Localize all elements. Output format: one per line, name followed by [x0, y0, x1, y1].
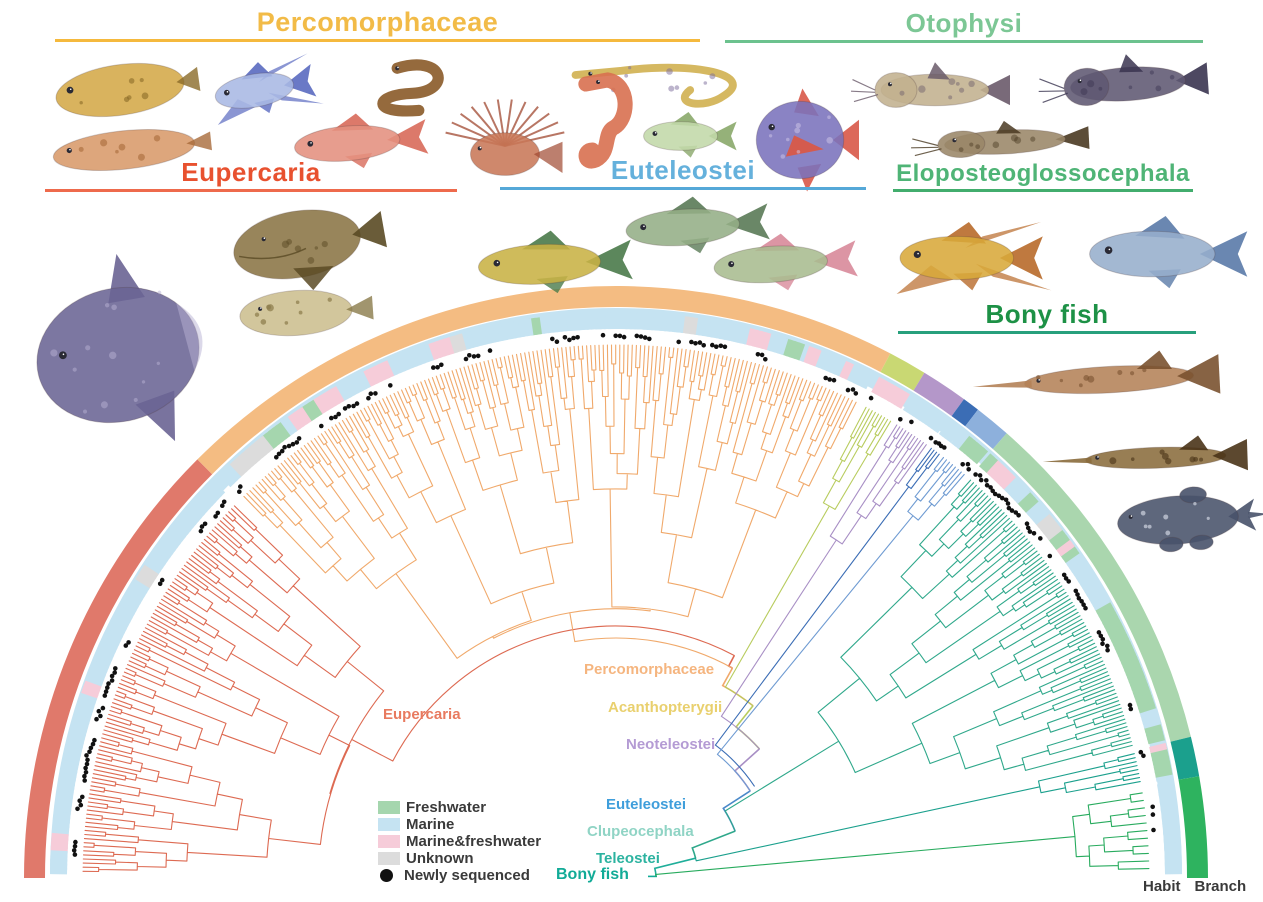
fish-alfonsino: [294, 113, 429, 169]
clade-euteleostei: [716, 456, 965, 792]
tree-label-teleostei: Teleostei: [596, 850, 660, 867]
fish-tonguefish: [52, 129, 213, 171]
fish-golden-arowana: [896, 222, 1052, 294]
fish-opah: [755, 88, 859, 192]
clade-neoteleostei-basal: [720, 424, 927, 750]
branch-ring-segment-acanthopterygii-basal: [880, 353, 925, 391]
tree-label-bony-fish: Bony fish: [556, 866, 629, 883]
fish-dark-catfish: [1038, 54, 1209, 107]
branch-ring-segment-bony-fish-basal: [1178, 776, 1208, 878]
fish-ocean-sunfish: [36, 253, 203, 442]
fish-golden-trout: [477, 230, 633, 294]
fish-mooneye: [1089, 216, 1248, 289]
branch-ring-caption: Branch: [1194, 878, 1247, 895]
freshwater-swatch: [378, 801, 400, 814]
tree-label-percomorphaceae: Percomorphaceae: [584, 661, 715, 678]
tree-label-acanthopterygii: Acanthopterygii: [608, 699, 723, 716]
tree-label-eupercaria: Eupercaria: [383, 706, 461, 723]
clade-title-percomorphaceae: Percomorphaceae: [55, 8, 700, 43]
clade-bony-fish-basal: [655, 792, 1150, 877]
clade-title-bony-fish: Bony fish: [898, 300, 1196, 335]
fish-illustrations: [36, 53, 1263, 553]
legend-item-unknown: Unknown: [378, 850, 541, 867]
fish-pipefish: [571, 63, 737, 108]
marine-swatch: [378, 818, 400, 831]
legend-item-marine: Marine: [378, 816, 541, 833]
fish-gar: [972, 350, 1221, 395]
fish-seahorse: [578, 72, 633, 169]
branch-ring-segment-teleostei-basal: [1170, 736, 1200, 780]
fish-flounder: [55, 62, 201, 118]
branch-ring-segment-neoteleostei-basal: [913, 372, 964, 417]
habit-ring: [50, 308, 1182, 875]
fish-loach: [911, 120, 1090, 159]
clade-title-euteleostei: Euteleostei: [500, 156, 866, 191]
clade-title-eloposteoglossocephala: Eloposteoglossocephala: [893, 161, 1193, 193]
fish-eel: [377, 59, 444, 117]
legend-item-freshwater: Freshwater: [378, 799, 541, 816]
fish-green-trout: [625, 196, 770, 254]
clade-clupeocephala-otophysi: [724, 479, 1133, 832]
marine-freshwater-swatch: [378, 835, 400, 848]
legend-item-marine-freshwater: Marine&freshwater: [378, 833, 541, 850]
ring-caption: Habit Branch: [1143, 878, 1246, 895]
clade-teleostei-basal: [695, 753, 1141, 862]
fish-threadfin-fish: [214, 53, 324, 126]
branch-ring-segment-percomorphaceae: [197, 286, 891, 475]
fish-rainbow-trout: [713, 233, 858, 291]
branch-ring-segment-euteleostei-deep: [951, 399, 978, 427]
clade-title-otophysi: Otophysi: [725, 9, 1203, 44]
fish-ricefish: [643, 112, 737, 158]
tree-label-clupeocephala: Clupeocephala: [587, 823, 694, 840]
tree-label-euteleostei: Euteleostei: [606, 796, 687, 813]
branch-ring-segment-euteleostei: [965, 409, 1007, 449]
fish-bichir: [1042, 435, 1248, 471]
fish-coelacanth: [1117, 486, 1263, 553]
branch-ring-segment-eupercaria: [24, 459, 213, 878]
newly-sequenced-dot-icon: [380, 869, 393, 882]
fish-pufferfish: [239, 289, 374, 337]
habit-ring-caption: Habit: [1143, 878, 1181, 895]
fish-catfish: [850, 62, 1010, 108]
clade-acanthopterygii-basal: [724, 406, 892, 707]
fish-lionfish: [445, 99, 565, 176]
unknown-swatch: [378, 852, 400, 865]
fish-anglerfish: [233, 209, 387, 291]
backbone: [648, 655, 760, 878]
clade-eupercaria: [82, 505, 735, 873]
legend: Freshwater Marine Marine&freshwater Unkn…: [378, 799, 541, 884]
clade-percomorphaceae: [243, 344, 857, 669]
legend-item-newly-sequenced: Newly sequenced: [378, 867, 541, 884]
branch-ring: [24, 286, 1208, 878]
branch-ring-segment-clupeocephala-otophysi: [992, 433, 1191, 742]
newly-sequenced-dots: [71, 332, 1156, 857]
clade-euteleostei-deep: [714, 447, 940, 787]
tree-label-neoteleostei: Neoteleostei: [626, 736, 716, 753]
clade-title-eupercaria: Eupercaria: [45, 158, 457, 193]
